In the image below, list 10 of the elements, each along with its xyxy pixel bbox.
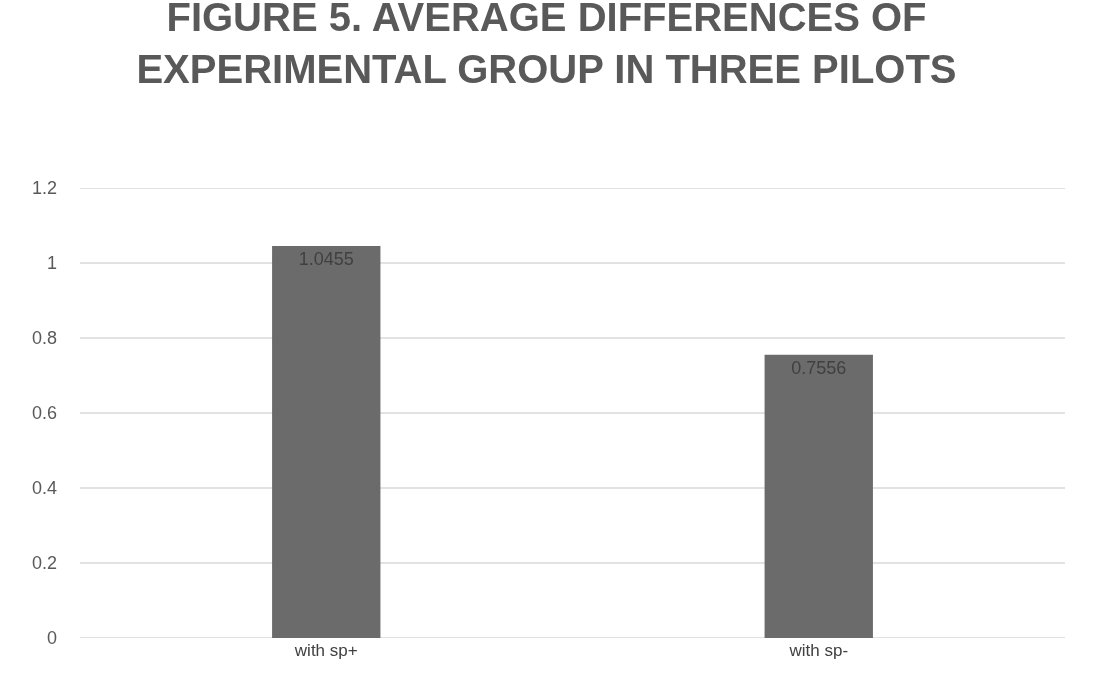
chart-title: FIGURE 5. AVERAGE DIFFERENCES OF EXPERIMENTAL GROUP IN THREE PILOTS xyxy=(136,0,957,92)
y-tick-label: 1.2 xyxy=(31,178,57,199)
x-tick-label: with sp- xyxy=(788,641,849,660)
y-tick-label: 0.4 xyxy=(31,478,57,499)
y-tick-label: 0.2 xyxy=(31,553,57,574)
y-tick-label: 0.6 xyxy=(31,403,57,424)
y-tick-label: 0.8 xyxy=(31,328,57,349)
y-tick-label: 0 xyxy=(46,628,57,649)
x-tick-label: with sp+ xyxy=(293,641,358,660)
y-tick-label: 1 xyxy=(46,253,57,274)
